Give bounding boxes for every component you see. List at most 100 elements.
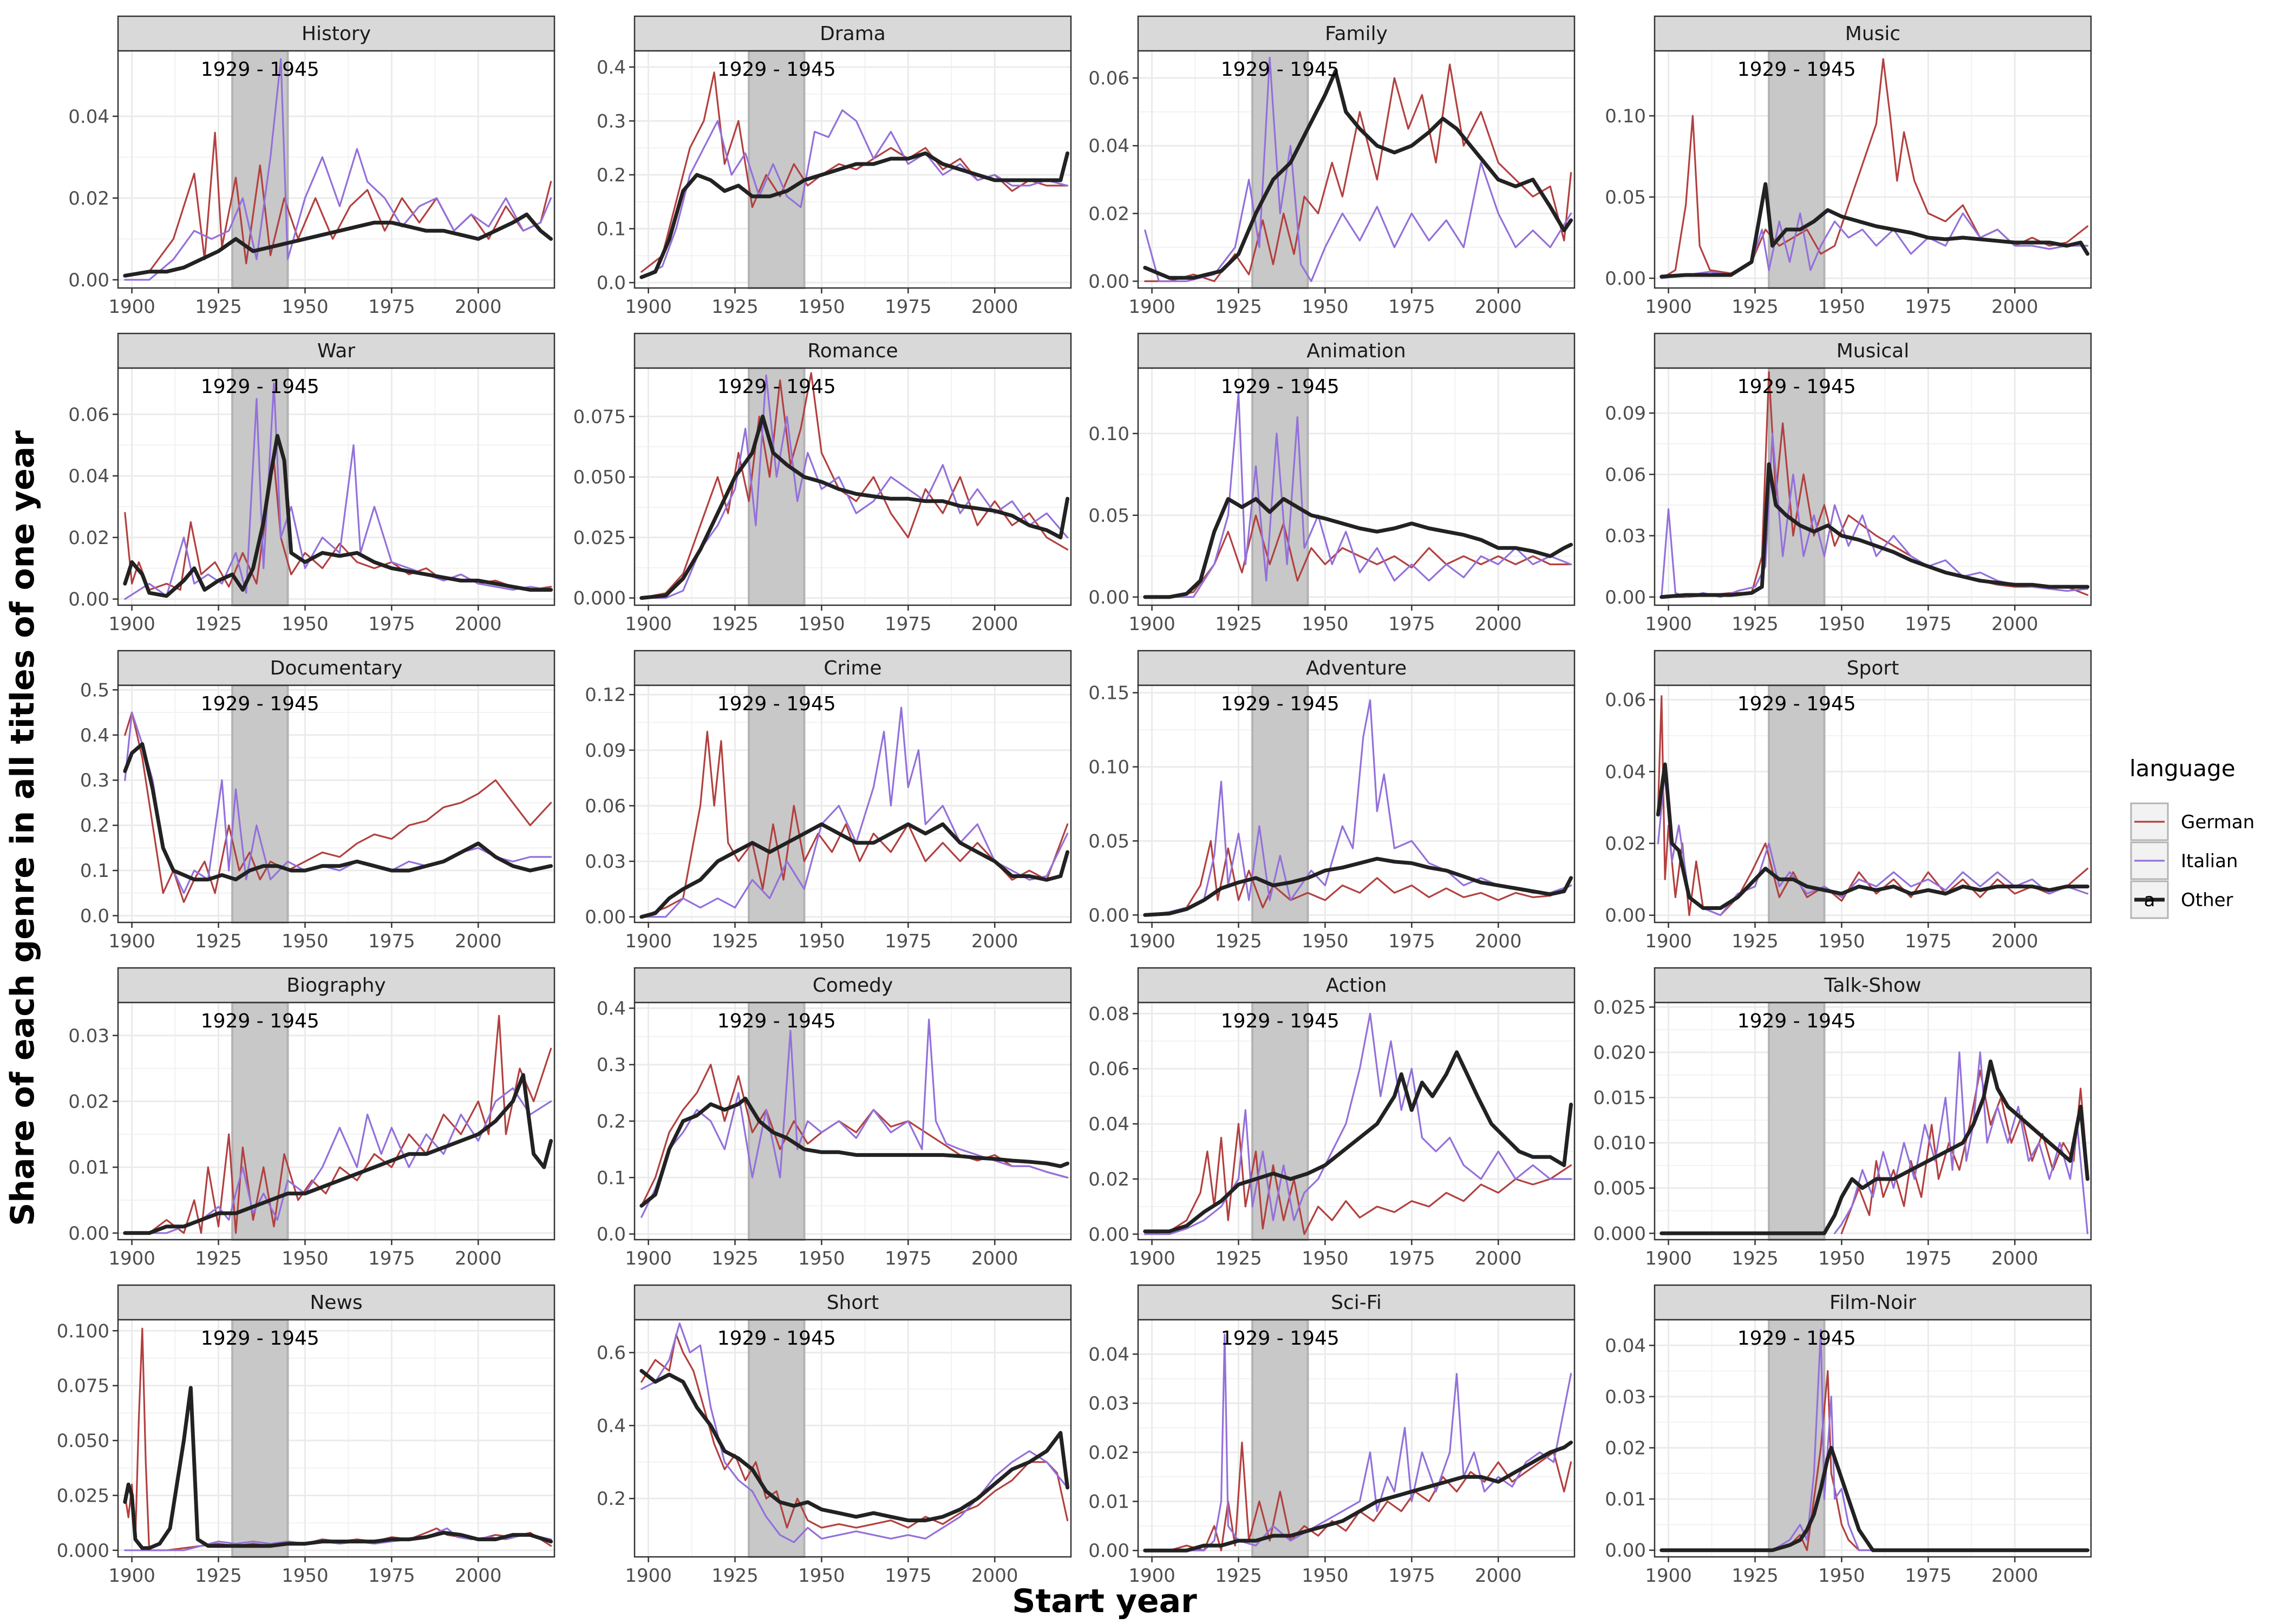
facet-drama: Drama 1929 - 1945 0.0 0.1 0.2 0.3 0.4 1900 1925 1…	[597, 15, 1072, 318]
x-tick-label: 2000	[455, 296, 502, 318]
y-tick-label: 0.050	[57, 1430, 109, 1452]
period-label: 1929 - 1945	[201, 1327, 319, 1350]
facet-film-noir: Film-Noir 1929 - 1945 0.00 0.01 0.02 0.03 0.04…	[1605, 1284, 2092, 1587]
x-tick-label: 1900	[1645, 613, 1692, 635]
legend-entry-italian: Italian	[2130, 841, 2238, 880]
panel-background	[1655, 368, 2091, 605]
x-tick-label: 1950	[798, 1248, 845, 1269]
y-tick-label: 0.09	[1605, 403, 1646, 424]
x-tick-label: 1950	[1302, 613, 1349, 635]
series-line-italian	[1661, 1329, 2089, 1551]
facet-title: Music	[1845, 23, 1900, 45]
y-tick-label: 0.02	[1088, 1169, 1129, 1190]
x-tick-label: 2000	[971, 1248, 1018, 1269]
series-line-other	[639, 1096, 1070, 1208]
facet-music: Music 1929 - 1945 0.00 0.05 0.10 1900 1925 1950…	[1605, 15, 2092, 318]
y-tick-label: 0.4	[597, 998, 626, 1019]
y-tick-label: 0.00	[1088, 587, 1129, 608]
y-tick-label: 0.4	[597, 57, 626, 78]
facet-strip	[1654, 332, 2092, 369]
period-band	[1251, 1319, 1309, 1558]
x-tick-label: 1900	[625, 1248, 672, 1269]
y-tick-label: 0.03	[1605, 1386, 1646, 1408]
series-line-other	[123, 1073, 553, 1235]
x-tick-label: 1925	[711, 613, 759, 635]
x-tick-label: 1950	[798, 613, 845, 635]
y-tick-label: 0.02	[1088, 1442, 1129, 1464]
x-tick-label: 1975	[1905, 1565, 1952, 1587]
x-tick-label: 1900	[1645, 1248, 1692, 1269]
facet-strip	[1137, 15, 1576, 52]
y-tick-label: 0.06	[1088, 1058, 1129, 1080]
x-tick-label: 1925	[1731, 1248, 1779, 1269]
facet-biography: Biography 1929 - 1945 0.00 0.01 0.02 0.03 1900…	[68, 967, 556, 1269]
facet-adventure: Adventure 1929 - 1945 0.00 0.05 0.10 0.15 1900…	[1088, 650, 1576, 952]
facet-talk-show: Talk-Show 1929 - 1945 0.000 0.005 0.010 0.015…	[1593, 967, 2092, 1269]
period-label: 1929 - 1945	[1737, 376, 1856, 398]
y-tick-label: 0.02	[1088, 203, 1129, 225]
x-tick-label: 2000	[1475, 296, 1522, 318]
y-tick-label: 0.02	[1605, 1438, 1646, 1459]
x-tick-label: 2000	[971, 931, 1018, 952]
y-tick-label: 0.00	[1605, 1540, 1646, 1562]
facet-title: Crime	[824, 657, 881, 679]
x-tick-label: 1900	[1128, 296, 1175, 318]
y-tick-label: 0.6	[597, 1343, 626, 1364]
facet-sci-fi: Sci-Fi 1929 - 1945 0.00 0.01 0.02 0.03 0.04 190…	[1088, 1284, 1576, 1587]
x-tick-label: 1925	[1731, 931, 1779, 952]
series-line-german	[1661, 371, 2089, 598]
panel-background	[118, 685, 554, 922]
series-line-italian	[641, 706, 1069, 918]
y-tick-label: 0.00	[68, 270, 109, 291]
panel-border	[1654, 1001, 2092, 1241]
series-line-italian	[641, 1018, 1069, 1218]
y-tick-label: 0.000	[1593, 1223, 1646, 1245]
x-tick-label: 1925	[1731, 296, 1779, 318]
panel-background	[1138, 1320, 1574, 1557]
legend-entry-other: a Other	[2130, 880, 2233, 919]
y-tick-label: 0.0	[597, 1224, 626, 1246]
y-tick-label: 0.00	[1088, 905, 1129, 926]
y-tick-label: 0.00	[1605, 905, 1646, 927]
y-tick-label: 0.02	[68, 188, 109, 209]
x-tick-label: 1950	[1818, 296, 1865, 318]
panel-border	[633, 50, 1072, 289]
x-tick-label: 2000	[971, 296, 1018, 318]
x-tick-label: 2000	[1475, 931, 1522, 952]
series-line-german	[1144, 1123, 1572, 1235]
x-tick-label: 1925	[1731, 613, 1779, 635]
x-tick-label: 1975	[885, 296, 932, 318]
y-tick-label: 0.00	[1088, 271, 1129, 292]
period-label: 1929 - 1945	[717, 1327, 836, 1350]
facet-documentary: Documentary 1929 - 1945 0.0 0.1 0.2 0.3 0.4 0.5…	[80, 650, 556, 952]
period-label: 1929 - 1945	[1221, 1010, 1339, 1032]
period-band	[748, 50, 806, 289]
series-line-other	[1659, 182, 2090, 279]
x-tick-label: 1975	[1905, 1248, 1952, 1269]
facet-family: Family 1929 - 1945 0.00 0.02 0.04 0.06 1900 192…	[1088, 15, 1576, 318]
y-tick-label: 0.02	[68, 1091, 109, 1113]
series-line-other	[1659, 1446, 2090, 1553]
facet-title: Animation	[1306, 340, 1406, 362]
y-tick-label: 0.04	[1088, 135, 1129, 157]
x-tick-label: 1900	[108, 296, 155, 318]
y-tick-label: 0.3	[597, 110, 626, 132]
panel-background	[635, 368, 1071, 605]
period-label: 1929 - 1945	[201, 376, 319, 398]
x-tick-label: 1925	[711, 1565, 759, 1587]
panel-border	[1137, 1001, 1576, 1241]
y-tick-label: 0.00	[1605, 268, 1646, 290]
y-tick-label: 0.15	[1088, 683, 1129, 704]
facet-title: News	[310, 1292, 362, 1314]
panel-border	[117, 1319, 556, 1558]
x-tick-label: 1900	[625, 931, 672, 952]
y-tick-label: 0.10	[1088, 423, 1129, 445]
period-label: 1929 - 1945	[1737, 693, 1856, 715]
series-line-other	[1143, 1050, 1573, 1234]
x-tick-label: 1975	[1905, 931, 1952, 952]
panel-background	[118, 1320, 554, 1557]
x-tick-label: 1925	[195, 1248, 242, 1269]
facet-title: Drama	[820, 23, 886, 45]
x-tick-label: 1975	[1388, 296, 1435, 318]
y-tick-label: 0.04	[1088, 1114, 1129, 1135]
